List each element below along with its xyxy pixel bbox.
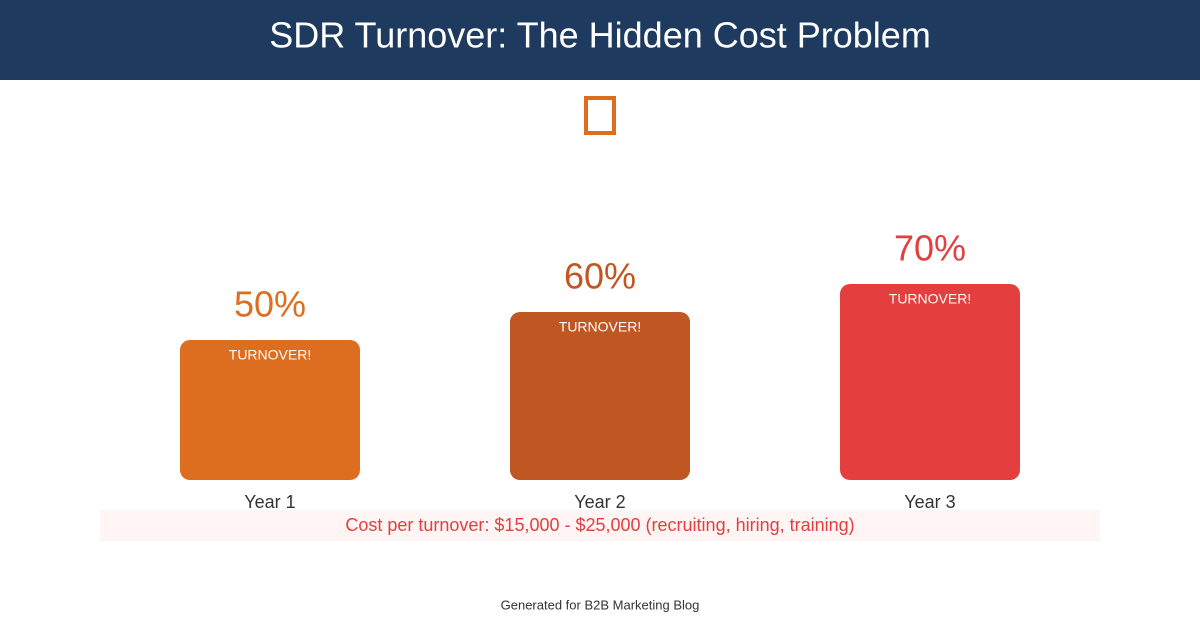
x-tick-label: Year 2 [574, 492, 625, 512]
bar [510, 312, 690, 480]
value-label: 70% [894, 228, 966, 269]
value-label: 60% [564, 256, 636, 297]
icon [584, 96, 616, 135]
chart-title: SDR Turnover: The Hidden Cost Problem [269, 15, 931, 56]
footer: Generated for B2B Marketing Blog [501, 597, 700, 612]
value-label: 50% [234, 284, 306, 325]
x-tick-label: Year 1 [244, 492, 295, 512]
header-bar [0, 0, 1200, 80]
bar [840, 284, 1020, 480]
bar-label: TURNOVER! [889, 291, 971, 307]
note: Cost per turnover: $15,000 - $25,000 (re… [345, 515, 854, 535]
bar-label: TURNOVER! [559, 319, 641, 335]
x-tick-label: Year 3 [904, 492, 955, 512]
bar-label: TURNOVER! [229, 347, 311, 363]
note-band [100, 510, 1100, 541]
bar [180, 340, 360, 480]
